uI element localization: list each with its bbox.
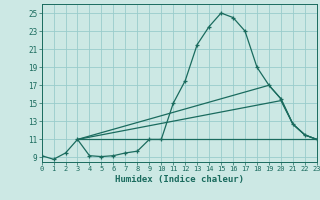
X-axis label: Humidex (Indice chaleur): Humidex (Indice chaleur) bbox=[115, 175, 244, 184]
